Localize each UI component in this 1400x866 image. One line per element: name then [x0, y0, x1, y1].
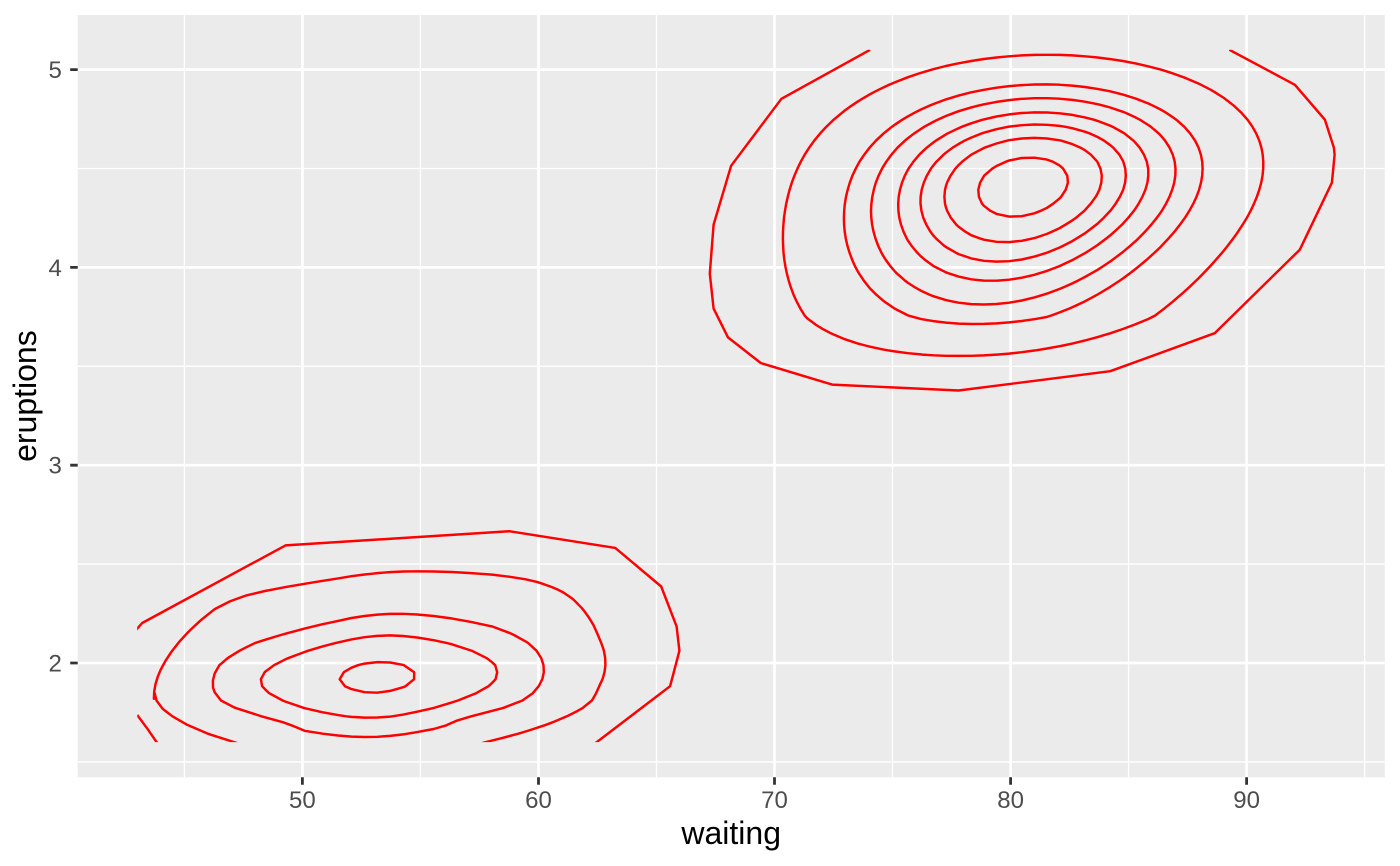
svg-text:eruptions: eruptions: [7, 330, 43, 462]
svg-text:80: 80: [997, 787, 1024, 814]
svg-text:4: 4: [48, 255, 61, 282]
svg-text:60: 60: [525, 787, 552, 814]
svg-text:50: 50: [289, 787, 316, 814]
svg-text:70: 70: [761, 787, 788, 814]
svg-text:2: 2: [48, 650, 61, 677]
svg-text:90: 90: [1233, 787, 1260, 814]
svg-text:waiting: waiting: [680, 815, 781, 851]
svg-text:5: 5: [48, 57, 61, 84]
svg-text:3: 3: [48, 453, 61, 480]
